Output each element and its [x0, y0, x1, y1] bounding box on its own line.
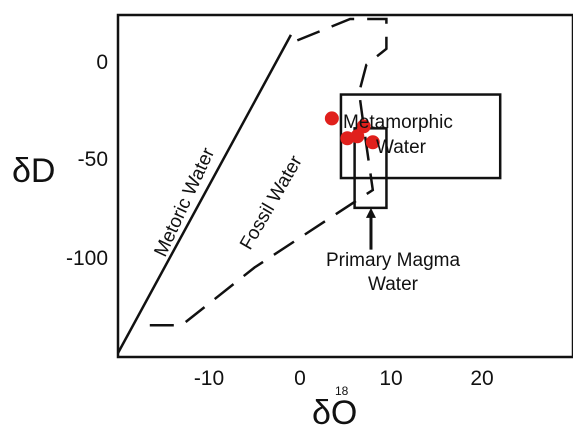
y-tick-label: -100 [66, 247, 108, 270]
y-tick-labels: 0 -50 -100 [66, 51, 108, 270]
fossil-water-outline [149, 17, 388, 327]
data-points [324, 111, 380, 150]
data-point [356, 119, 371, 134]
metoric-water-label: Metoric Water [150, 144, 219, 260]
fossil-water-label: Fossil Water [236, 152, 307, 254]
magma-arrow-head [365, 207, 376, 218]
primary-magma-water-label-line2: Water [368, 274, 419, 295]
x-tick-label: -10 [194, 367, 224, 390]
metamorphic-water-label: Metamorphic [343, 112, 453, 133]
chart-shapes [116, 17, 502, 354]
data-point [324, 111, 339, 126]
metamorphic-water-label-line2: Water [376, 137, 427, 158]
x-tick-label: 20 [470, 367, 493, 390]
x-axis-title: δO [312, 394, 357, 425]
data-point [365, 135, 380, 150]
y-tick-label: 0 [96, 51, 108, 74]
primary-magma-box [353, 127, 388, 210]
plot-frame [116, 13, 573, 359]
x-tick-label: 0 [294, 367, 306, 390]
data-point [350, 129, 365, 144]
metoric-water-line [116, 34, 292, 354]
x-tick-labels: -10 0 10 20 [194, 367, 494, 390]
x-tick-label: 10 [379, 367, 402, 390]
primary-magma-water-label: Primary Magma [326, 250, 461, 271]
y-tick-label: -50 [78, 148, 108, 171]
x-axis-title-superscript: 18 [335, 384, 349, 398]
y-axis-title: δD [12, 152, 55, 190]
